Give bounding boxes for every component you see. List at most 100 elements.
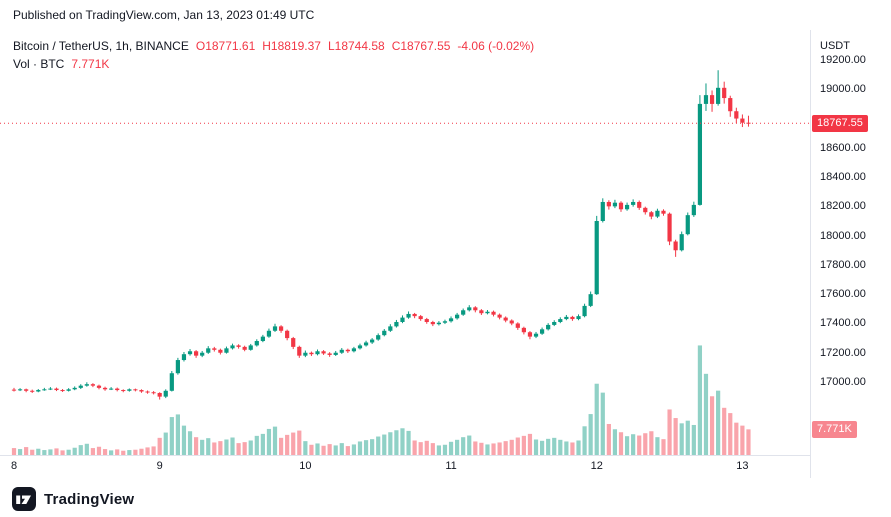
candle-body: [691, 204, 696, 216]
volume-bar: [406, 430, 411, 455]
price-tick-label: 18400.00: [820, 171, 866, 184]
price-axis[interactable]: USDT 19200.00 19000.00 18600.00 18400.00 182…: [810, 0, 891, 480]
volume-bar: [424, 440, 429, 455]
volume-bar: [115, 449, 120, 455]
volume-bar: [418, 442, 423, 455]
candle-body: [697, 103, 703, 205]
candle-body: [272, 326, 278, 331]
candle-body: [345, 349, 350, 352]
volume-bar: [709, 396, 715, 455]
candle-body: [260, 336, 265, 342]
volume-bar: [84, 443, 89, 455]
volume-bar: [224, 439, 229, 455]
volume-bar: [48, 449, 53, 455]
volume-bar: [181, 425, 187, 455]
volume-bar: [673, 418, 678, 455]
candle-body: [254, 341, 259, 346]
volume-bar: [467, 435, 472, 455]
volume-bar: [740, 425, 745, 455]
candle-body: [406, 313, 411, 318]
volume-bar: [436, 445, 441, 455]
candle-body: [722, 87, 727, 99]
candle-body: [224, 348, 229, 353]
candle-body: [242, 346, 247, 350]
volume-bar: [582, 426, 587, 455]
volume-bar: [206, 438, 211, 455]
candle-body: [624, 204, 630, 210]
candle-body: [291, 338, 296, 347]
volume-bar: [157, 437, 162, 455]
volume-bar: [200, 439, 205, 455]
volume-bar: [309, 444, 314, 455]
candle-body: [588, 294, 593, 306]
candle-body: [230, 345, 235, 349]
volume-bar: [388, 432, 393, 455]
volume-bar: [66, 449, 71, 455]
volume-bar: [570, 442, 575, 455]
candle-body: [187, 351, 193, 355]
candle-body: [90, 384, 96, 386]
volume-bar: [127, 450, 132, 455]
volume-label: Vol · BTC: [13, 57, 65, 71]
candle-body: [576, 316, 581, 320]
volume-bar: [175, 414, 180, 455]
price-tick-label: 17000.00: [820, 376, 866, 388]
candle-body: [709, 95, 715, 104]
candle-body: [643, 207, 648, 213]
candle-body: [618, 202, 624, 210]
candle-body: [552, 321, 557, 325]
published-caption: Published on TradingView.com, Jan 13, 20…: [13, 8, 315, 22]
candle-body: [327, 353, 332, 355]
chart-canvas[interactable]: [0, 0, 810, 480]
volume-bar: [455, 439, 460, 455]
volume-bar: [370, 439, 375, 455]
candle-body: [546, 324, 551, 330]
candle-body: [582, 305, 587, 317]
tradingview-wordmark: TradingView: [44, 490, 135, 508]
candle-body: [109, 388, 114, 390]
volume-bar: [72, 447, 77, 455]
candle-body: [266, 330, 272, 337]
volume-layer: [11, 345, 751, 455]
candle-body: [606, 201, 611, 207]
volume-bar: [552, 437, 557, 455]
volume-bar: [649, 431, 654, 455]
price-tick-label: 17200.00: [820, 346, 866, 359]
candle-body: [303, 352, 308, 356]
ohlc-change: -4.06 (-0.02%): [457, 39, 535, 53]
volume-bar: [236, 443, 241, 455]
volume-bar: [145, 447, 150, 455]
tradingview-brand[interactable]: TradingView: [12, 487, 134, 511]
volume-bar: [297, 430, 302, 455]
candle-body: [285, 330, 290, 339]
candle-body: [734, 111, 739, 119]
candle-body: [539, 329, 545, 334]
volume-bar: [376, 436, 381, 455]
candle-body: [388, 326, 393, 331]
candle-body: [78, 385, 83, 388]
candle-body: [24, 389, 29, 391]
candle-body: [96, 385, 102, 388]
volume-bar: [521, 435, 526, 455]
candle-body: [673, 241, 678, 251]
candle-body: [424, 319, 429, 322]
candle-body: [200, 352, 205, 356]
candle-body: [163, 390, 168, 397]
volume-bar: [546, 438, 551, 455]
candle-body: [521, 327, 526, 333]
volume-bar: [260, 433, 265, 455]
volume-bar: [442, 444, 448, 455]
candle-body: [370, 339, 375, 343]
candle-body: [194, 351, 199, 356]
volume-value: 7.771K: [71, 57, 110, 71]
volume-bar: [351, 444, 357, 455]
candle-body: [145, 391, 150, 393]
volume-bar: [716, 390, 721, 455]
candle-body: [339, 349, 344, 353]
volume-bar: [746, 429, 751, 455]
volume-bar: [60, 450, 65, 455]
candle-body: [631, 201, 636, 205]
volume-bar: [11, 448, 17, 455]
time-axis[interactable]: 8 9 10 11 12 13: [0, 455, 810, 481]
volume-bar: [212, 442, 217, 455]
